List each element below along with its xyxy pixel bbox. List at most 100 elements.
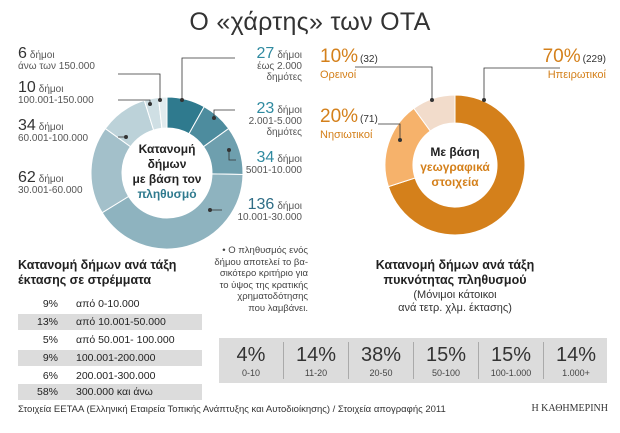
pop-range: 10.001-30.000 [237,212,302,223]
density-subtitle: (Μόνιμοι κάτοικοι ανά τετρ. χλμ. έκτασης… [330,289,580,315]
note-line: χρηματοδότησης [237,291,308,302]
density-pct: 14% [555,344,597,366]
pop-unit: δήμοι [277,201,302,212]
pop-label-6: 6 δήμοι άνω των 150.000 [18,45,95,73]
pop-label-27: 27 δήμοι έως 2.000 δημότες [202,45,302,84]
pop-leader-34a [228,150,236,161]
geo-slice-0 [387,94,526,236]
pop-slice-7 [157,96,168,129]
funding-note: • Ο πληθυσμός ενός δήμου αποτελεί το βα-… [196,245,308,314]
geo-name: Νησιωτικοί [320,129,373,141]
brand-logo: Η ΚΑΘΗΜΕΡΙΝΗ [531,403,608,414]
density-cell: 14% 11-20 [284,338,348,383]
geo-leader-island-dot [398,138,402,142]
area-pct: 9% [42,352,58,364]
area-range: από 0-10.000 [76,298,140,310]
geo-count: (32) [360,54,378,65]
pop-range: 60.001-100.000 [18,133,89,144]
geography-leader-lines [355,66,560,142]
geo-label-mountain: 10% (32) Ορεινοί [320,46,378,81]
area-pct: 6% [42,370,58,382]
pop-center-line-3: με βάση τον [133,172,202,186]
density-cell: 4% 0-10 [219,338,283,383]
geo-center-line-3: στοιχεία [431,175,479,189]
geo-name: Ορεινοί [320,69,357,81]
density-range: 100-1.000 [490,368,532,378]
area-range: 100.001-200.000 [76,352,156,364]
pop-unit: δήμοι [38,122,64,133]
pop-count: 6 [18,45,27,62]
pop-leader-27 [181,57,235,100]
density-subtitle-line: (Μόνιμοι κάτοικοι [413,289,497,301]
density-table-title: Κατανομή δήμων ανά τάξη πυκνότητας πληθυ… [330,258,580,288]
pop-label-136: 136 δήμοι 10.001-30.000 [202,196,302,224]
pop-leader-27-dot [180,98,184,102]
density-cell: 15% 50-100 [414,338,478,383]
density-divider [478,342,479,379]
page-title: Ο «χάρτης» των ΟΤΑ [189,8,431,36]
note-line: το ύψος της κρατικής [219,279,308,291]
density-range: 50-100 [431,368,461,378]
pop-count: 34 [256,149,275,166]
density-title-line: πυκνότητας πληθυσμού [383,273,527,287]
population-donut [90,96,244,250]
geo-leader-mountain-dot [430,98,434,102]
geo-leader-mountain [355,66,433,100]
geo-center-line-1: Με βάση [430,145,479,159]
density-cell: 14% 1.000+ [544,338,608,383]
density-divider [348,342,349,379]
pop-range: 30.001-60.000 [18,185,83,196]
table-row: 58% 300.000 και άνω [18,384,202,400]
pop-label-10: 10 δήμοι 100.001-150.000 [18,79,94,107]
pop-center-line-4: πληθυσμό [137,187,196,201]
density-range: 11-20 [304,368,328,378]
pop-count: 62 [18,169,36,186]
pop-count: 136 [247,196,275,213]
pop-suffix: δημότες [266,72,302,83]
pop-unit: δήμοι [38,174,64,185]
pop-count: 34 [18,117,36,134]
density-range: 1.000+ [562,368,590,378]
note-line: δήμου αποτελεί το βα- [214,256,308,268]
density-pct: 38% [360,344,402,366]
geo-leader-mainland [483,67,560,100]
density-pct: 4% [236,344,266,366]
pop-center-line-2: δήμων [148,157,187,171]
note-line: • Ο πληθυσμός ενός [222,245,308,256]
geo-label-island: 20% (71) Νησιωτικοί [320,106,378,141]
pop-count: 10 [18,79,36,96]
table-row: 9% 100.001-200.000 [18,350,202,366]
area-pct: 5% [42,334,58,346]
pop-leader-10-dot [148,102,152,106]
pop-range: άνω των 150.000 [18,61,95,72]
geo-pct: 20% [320,106,359,127]
density-pct: 14% [295,344,337,366]
pop-count: 23 [256,100,275,117]
density-divider [413,342,414,379]
source-footer: Στοιχεία ΕΕΤΑΑ (Ελληνική Εταιρεία Τοπική… [18,404,446,415]
density-range: 20-50 [369,368,393,378]
area-range: από 10.001-50.000 [76,316,166,328]
density-range: 0-10 [241,368,260,378]
area-title-line: έκτασης σε στρέμματα [18,273,152,287]
pop-range: 100.001-150.000 [18,95,94,106]
area-pct: 13% [36,316,58,328]
pop-leader-136-dot [208,208,212,212]
pop-center-line-1: Κατανομή [139,142,196,156]
density-divider [543,342,544,379]
pop-suffix: δημότες [266,127,302,138]
pop-count: 27 [256,45,275,62]
pop-label-34a: 34 δήμοι 5001-10.000 [202,149,302,177]
geo-name: Ηπειρωτικοί [547,69,606,81]
pop-label-62: 62 δήμοι 30.001-60.000 [18,169,83,197]
density-cell: 15% 100-1.000 [479,338,543,383]
area-range: 200.001-300.000 [76,370,156,382]
pop-unit: δήμοι [277,105,302,116]
pop-label-34b: 34 δήμοι 60.001-100.000 [18,117,89,145]
table-row: 6% 200.001-300.000 [18,368,202,384]
density-title-line: Κατανομή δήμων ανά τάξη [375,258,535,272]
pop-unit: δήμοι [38,84,64,95]
density-subtitle-line: ανά τετρ. χλμ. έκτασης) [398,302,512,314]
pop-range: 2.001-5.000 [248,116,302,127]
